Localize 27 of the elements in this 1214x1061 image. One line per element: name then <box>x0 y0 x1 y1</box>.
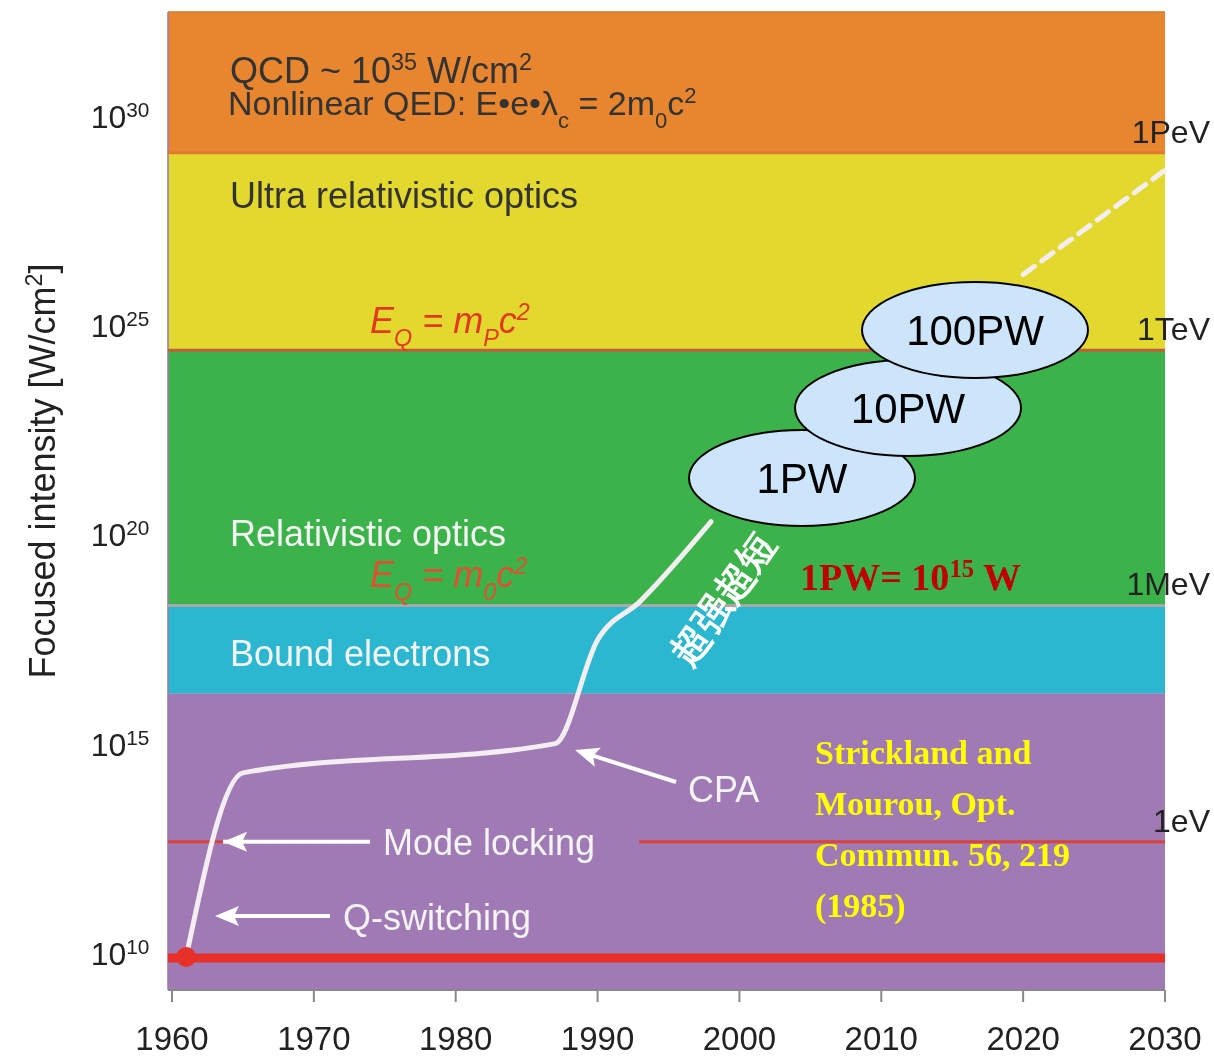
annotation: CPA <box>688 769 760 810</box>
y-tick-label: 10$^{20}$ <box>90 515 150 554</box>
annotation: 100PW <box>906 307 1045 354</box>
annotation: E$_{Q}$ = m$_{0}$c$^{2}$ <box>370 553 528 605</box>
annotation: Mode locking <box>383 822 596 863</box>
x-tick-label: 2030 <box>1128 1020 1202 1057</box>
x-tick-label: 1980 <box>419 1020 493 1057</box>
x-tick-label: 2020 <box>986 1020 1060 1057</box>
annotation: 1PW= 10$^{15}$ W <box>800 554 1021 598</box>
y-tick-label: 10$^{15}$ <box>90 725 150 763</box>
y-tick-label: 10$^{10}$ <box>90 934 150 972</box>
y-tick-label: 10$^{25}$ <box>90 306 150 344</box>
x-tick-label: 2010 <box>844 1020 918 1057</box>
band-label: Relativistic optics <box>230 512 507 554</box>
annotation: Strickland and Mourou, Opt. Commun. 56, 219 (1985) <box>815 734 1071 925</box>
x-tick-label: 2000 <box>702 1020 777 1057</box>
band-label: Ultra relativistic optics <box>230 175 579 217</box>
annotation: 超强超短 <box>660 523 785 674</box>
x-tick-label: 1960 <box>135 1020 209 1057</box>
x-tick-label: 1970 <box>277 1020 351 1057</box>
annotation: 1PW <box>756 455 848 502</box>
annotation: Q-switching <box>343 897 532 938</box>
annotation: E$_{Q}$ = m$_{P}$c$^{2}$ <box>370 299 530 351</box>
x-tick-label: 1990 <box>560 1020 635 1057</box>
annotation: 10PW <box>850 385 966 432</box>
y-tick-label: 10$^{30}$ <box>90 97 150 135</box>
band-label: Bound electrons <box>230 632 491 674</box>
